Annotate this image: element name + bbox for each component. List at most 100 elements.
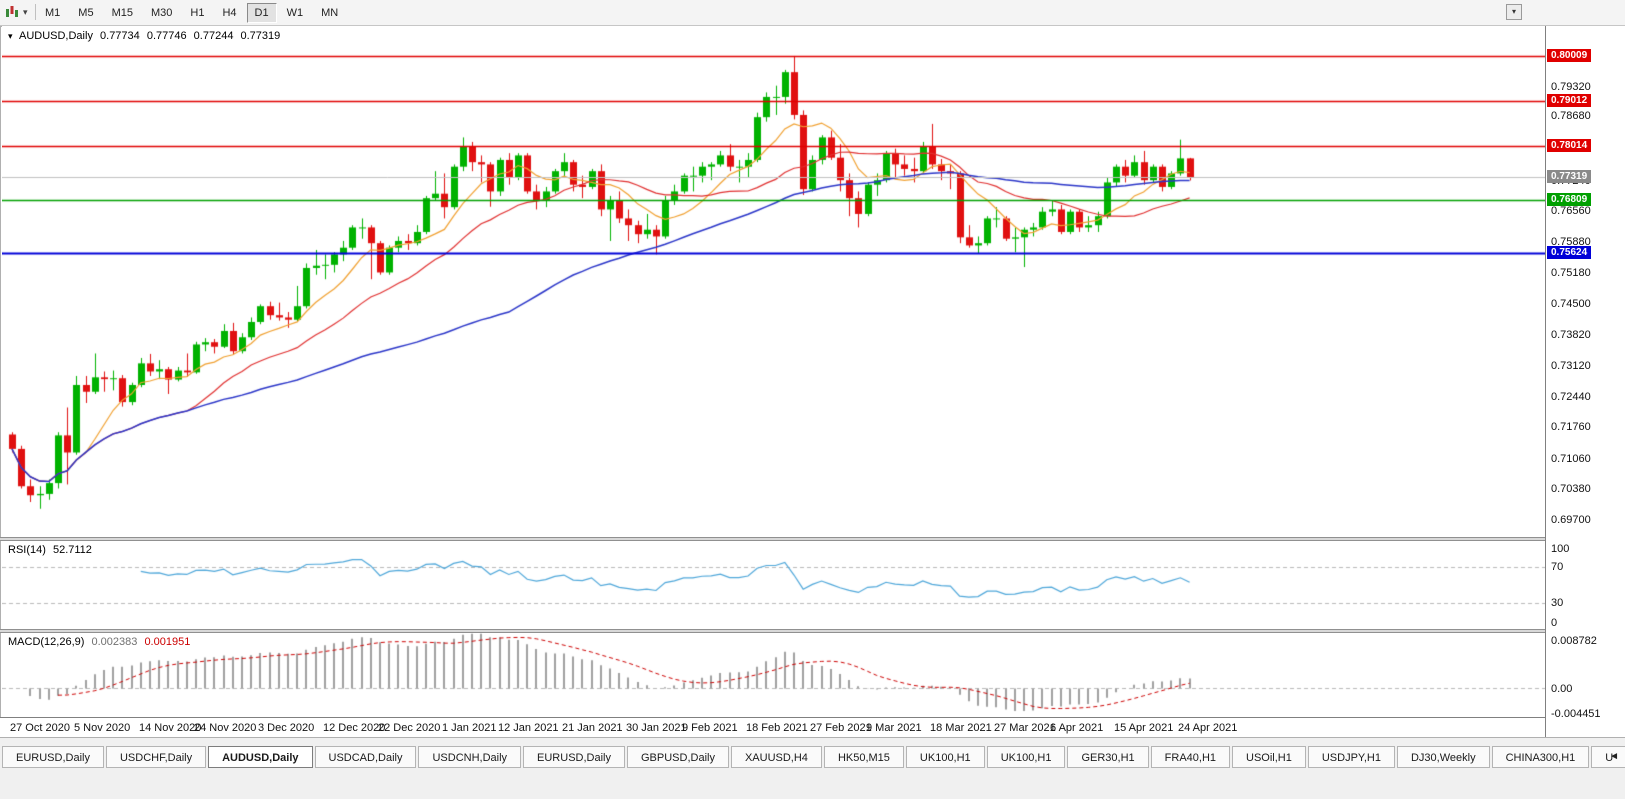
date-axis-label: 24 Apr 2021 xyxy=(1178,722,1238,734)
chart-type-dropdown-icon[interactable]: ▾ xyxy=(23,6,28,17)
toolbar-separator xyxy=(34,4,36,20)
rsi-value: 52.7112 xyxy=(52,544,92,556)
chart-ohlc-info: ▾ AUDUSD,Daily 0.77734 0.77746 0.77244 0… xyxy=(8,30,284,42)
rsi-title: RSI(14) xyxy=(8,544,46,556)
date-axis-label: 5 Nov 2020 xyxy=(74,722,131,734)
date-axis[interactable]: 27 Oct 2020 5 Nov 2020 14 Nov 2020 24 Nov 2… xyxy=(0,717,1545,737)
price-axis-label: 0.76560 xyxy=(1551,205,1591,218)
toolbar: ▾ M1 M5 M15 M30 H1 H4 D1 W1 MN ▾ xyxy=(0,0,1625,26)
date-axis-label: 27 Feb 2021 xyxy=(810,722,872,734)
timeframe-button-m5[interactable]: M5 xyxy=(78,7,94,19)
price-axis-label: 0.74500 xyxy=(1551,297,1591,310)
date-axis-label: 30 Jan 2021 xyxy=(626,722,687,734)
current-price-tag: 0.77319 xyxy=(1547,170,1592,184)
price-axis-label: 0.72440 xyxy=(1551,390,1591,403)
ohlc-close: 0.77319 xyxy=(240,30,281,42)
tab-hk50-m15[interactable]: HK50,M15 xyxy=(823,746,904,768)
tab-usdcnh-daily[interactable]: USDCNH,Daily xyxy=(418,746,522,768)
date-axis-label: 6 Apr 2021 xyxy=(1050,722,1104,734)
date-axis-label: 12 Dec 2020 xyxy=(323,722,386,734)
price-tag-resistance-0.79012: 0.79012 xyxy=(1547,93,1592,107)
macd-axis-label: 0.00 xyxy=(1551,683,1573,696)
macd-title: MACD(12,26,9) xyxy=(8,636,85,648)
tab-xauusd-h4[interactable]: XAUUSD,H4 xyxy=(730,746,822,768)
chart-symbol-label: AUDUSD,Daily xyxy=(18,30,93,42)
macd-signal-value: 0.001951 xyxy=(144,636,191,648)
date-axis-label: 27 Mar 2021 xyxy=(994,722,1056,734)
tab-ger30-h1[interactable]: GER30,H1 xyxy=(1067,746,1149,768)
price-axis-label: 0.73820 xyxy=(1551,328,1591,341)
timeframe-button-mn[interactable]: MN xyxy=(321,7,339,19)
timeframe-button-m1[interactable]: M1 xyxy=(45,7,61,19)
price-axis-label: 0.73120 xyxy=(1551,360,1591,373)
tab-gbpusd-daily[interactable]: GBPUSD,Daily xyxy=(627,746,729,768)
date-axis-label: 3 Dec 2020 xyxy=(258,722,315,734)
rsi-panel-label: RSI(14) 52.7112 xyxy=(8,544,96,556)
tab-eurusd-daily[interactable]: EURUSD,Daily xyxy=(523,746,625,768)
date-axis-label: 27 Oct 2020 xyxy=(10,722,70,734)
rsi-axis-label: 30 xyxy=(1551,596,1564,609)
chart-type-controls: ▾ xyxy=(4,4,40,20)
chart-tab-bar: EURUSD,Daily USDCHF,Daily AUDUSD,Daily USDC… xyxy=(0,737,1625,799)
macd-indicator-canvas[interactable] xyxy=(2,633,1545,717)
date-axis-label: 24 Nov 2020 xyxy=(194,722,257,734)
price-tag-support-0.75624: 0.75624 xyxy=(1547,246,1592,260)
pane-splitter-macd[interactable] xyxy=(0,629,1545,633)
rsi-axis-label: 70 xyxy=(1551,561,1564,574)
price-axis-label: 0.71060 xyxy=(1551,452,1591,465)
timeframe-button-m15[interactable]: M15 xyxy=(111,7,133,19)
tab-u[interactable]: U xyxy=(1591,746,1625,768)
tab-china300-h1[interactable]: CHINA300,H1 xyxy=(1491,746,1590,768)
main-chart-canvas[interactable] xyxy=(2,26,1545,537)
date-axis-label: 18 Feb 2021 xyxy=(746,722,808,734)
price-axis-label: 0.71760 xyxy=(1551,421,1591,434)
price-axis-label: 0.70380 xyxy=(1551,483,1591,496)
tab-dj30-weekly[interactable]: DJ30,Weekly xyxy=(1396,746,1490,768)
date-axis-label: 12 Jan 2021 xyxy=(498,722,559,734)
price-axis-label: 0.69700 xyxy=(1551,514,1591,526)
timeframe-toolbar: M1 M5 M15 M30 H1 H4 D1 W1 MN xyxy=(36,2,347,24)
tab-usdcad-daily[interactable]: USDCAD,Daily xyxy=(314,746,417,768)
date-axis-label: 9 Feb 2021 xyxy=(682,722,738,734)
new-chart-icon[interactable] xyxy=(4,4,20,20)
date-axis-label: 9 Mar 2021 xyxy=(866,722,922,734)
price-axis[interactable]: 0.793200.786800.779400.772400.765600.758… xyxy=(1545,26,1625,737)
price-tag-resistance-0.78014: 0.78014 xyxy=(1547,138,1592,152)
tab-fra40-h1[interactable]: FRA40,H1 xyxy=(1150,746,1231,768)
date-axis-label: 18 Mar 2021 xyxy=(930,722,992,734)
timeframe-button-m30[interactable]: M30 xyxy=(150,7,173,19)
macd-panel-label: MACD(12,26,9) 0.002383 0.001951 xyxy=(8,636,194,648)
ohlc-low: 0.77244 xyxy=(193,30,234,42)
macd-main-value: 0.002383 xyxy=(91,636,138,648)
date-axis-label: 15 Apr 2021 xyxy=(1114,722,1174,734)
rsi-axis-label: 100 xyxy=(1551,543,1570,555)
price-axis-label: 0.75180 xyxy=(1551,267,1591,280)
toolbar-overflow-button[interactable]: ▾ xyxy=(1506,4,1522,20)
tab-eurusd-daily[interactable]: EURUSD,Daily xyxy=(2,746,104,768)
price-tag-support-0.76809: 0.76809 xyxy=(1547,193,1592,207)
tab-usdjpy-h1[interactable]: USDJPY,H1 xyxy=(1307,746,1395,768)
tab-usdchf-daily[interactable]: USDCHF,Daily xyxy=(105,746,207,768)
timeframe-button-h4[interactable]: H4 xyxy=(222,7,237,19)
pane-splitter-rsi[interactable] xyxy=(0,537,1545,541)
timeframe-button-w1[interactable]: W1 xyxy=(286,7,304,19)
ohlc-open: 0.77734 xyxy=(100,30,140,42)
tab-uk100-h1[interactable]: UK100,H1 xyxy=(905,746,985,768)
date-axis-label: 1 Jan 2021 xyxy=(442,722,497,734)
chart-expand-icon[interactable]: ▾ xyxy=(8,31,13,41)
timeframe-button-d1[interactable]: D1 xyxy=(246,3,277,23)
tab-scroll-left-icon[interactable]: ◄ xyxy=(1609,751,1619,762)
date-axis-label: 14 Nov 2020 xyxy=(139,722,202,734)
date-axis-label: 21 Jan 2021 xyxy=(562,722,623,734)
timeframe-button-h1[interactable]: H1 xyxy=(190,7,205,19)
tab-uk100-h1[interactable]: UK100,H1 xyxy=(986,746,1066,768)
macd-axis-label: -0.004451 xyxy=(1551,708,1601,720)
chart-tabs: EURUSD,Daily USDCHF,Daily AUDUSD,Daily USDC… xyxy=(2,746,1625,770)
rsi-indicator-canvas[interactable] xyxy=(2,541,1545,629)
tab-usoil-h1[interactable]: USOil,H1 xyxy=(1232,746,1306,768)
ohlc-high: 0.77746 xyxy=(146,30,187,42)
rsi-axis-label: 0 xyxy=(1551,617,1558,629)
price-tag-resistance-0.80009: 0.80009 xyxy=(1547,48,1592,62)
price-axis-label: 0.78680 xyxy=(1551,109,1591,122)
tab-audusd-daily[interactable]: AUDUSD,Daily xyxy=(208,746,313,768)
